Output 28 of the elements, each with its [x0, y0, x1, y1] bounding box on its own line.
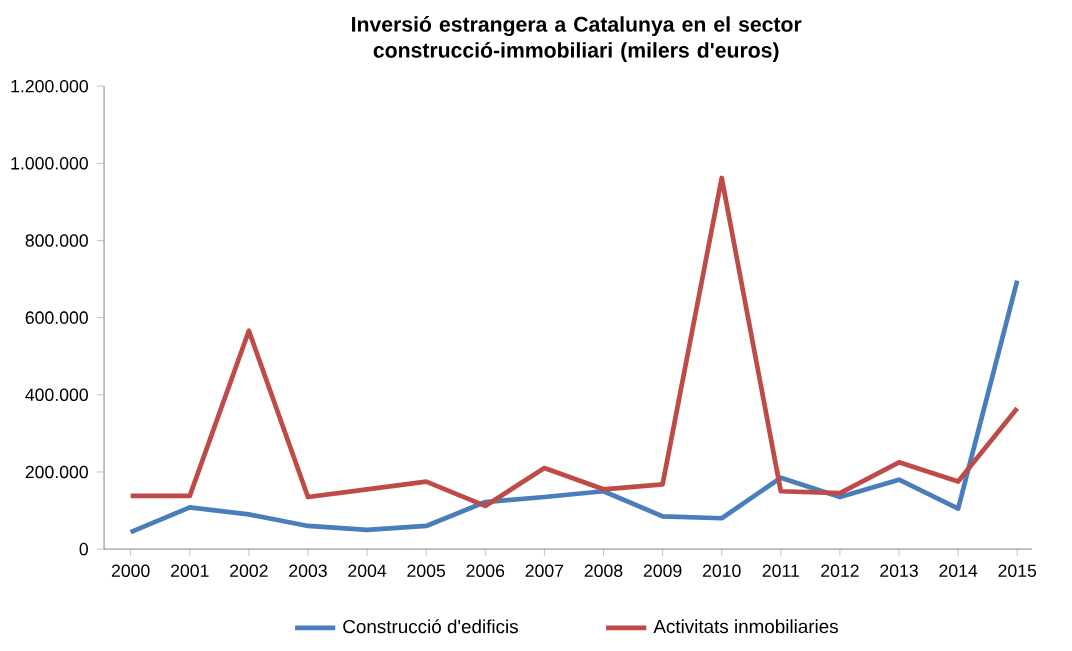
legend-label: Construcció d'edificis [343, 619, 518, 634]
x-tick-label: 2009 [643, 564, 682, 578]
legend-label: Activitats inmobiliaries [653, 619, 838, 634]
line-series [128, 278, 1020, 535]
x-tick-label: 2000 [111, 564, 150, 578]
x-tick-label: 2012 [821, 564, 859, 578]
x-tick-label: 2010 [702, 564, 741, 578]
x-tick-label: 2008 [584, 564, 623, 578]
x-tick-label: 2013 [880, 564, 918, 578]
x-tick-label: 2007 [525, 564, 564, 578]
x-tick-label: 2001 [171, 564, 209, 578]
x-tick-label: 2003 [289, 564, 327, 578]
line-series [128, 175, 1020, 509]
y-tick-label: 200.000 [25, 465, 88, 479]
x-tick-label: 2014 [939, 564, 978, 578]
y-tick-label: 1.000.000 [11, 157, 88, 170]
y-tick-label: 400.000 [25, 388, 88, 402]
y-tick-label: 1.200.000 [11, 79, 88, 93]
x-tick-label: 2015 [998, 564, 1037, 578]
y-tick-label: 600.000 [25, 311, 88, 324]
y-tick-label: 0 [79, 542, 88, 556]
x-tick-label: 2005 [407, 564, 446, 578]
chart-title: Inversió estrangera a Catalunya en el sector construcció-immobiliari (milers d'euros) [352, 16, 802, 62]
y-tick-label: 800.000 [25, 234, 88, 247]
x-tick-label: 2004 [348, 564, 387, 578]
x-tick-label: 2006 [466, 564, 505, 578]
x-tick-label: 2011 [762, 564, 799, 578]
x-tick-label: 2002 [230, 564, 268, 578]
